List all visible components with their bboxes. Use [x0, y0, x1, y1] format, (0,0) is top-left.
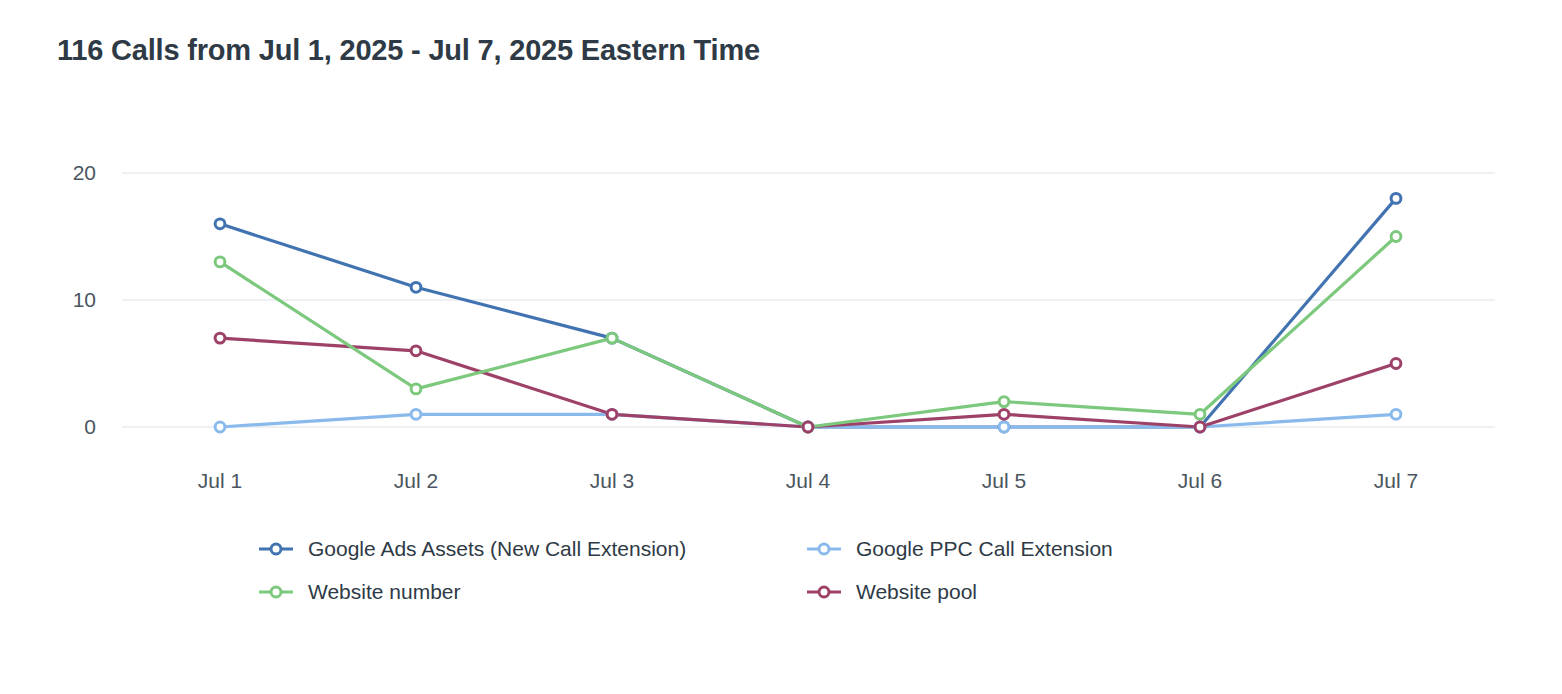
legend-line-marker-icon [258, 541, 294, 557]
legend-label: Website pool [856, 580, 977, 604]
legend-item-website-pool[interactable]: Website pool [806, 577, 1113, 607]
data-point-google-ads-assets-new-call-extension-jul-7[interactable] [1391, 194, 1401, 204]
data-point-website-pool-jul-4[interactable] [803, 422, 813, 432]
data-point-website-pool-jul-5[interactable] [999, 409, 1009, 419]
data-point-website-pool-jul-6[interactable] [1195, 422, 1205, 432]
data-point-website-pool-jul-7[interactable] [1391, 359, 1401, 369]
chart-legend: Google Ads Assets (New Call Extension) G… [258, 534, 1113, 607]
x-axis-tick-jul-4: Jul 4 [786, 469, 831, 492]
data-point-website-pool-jul-2[interactable] [411, 346, 421, 356]
legend-line-marker-icon [258, 584, 294, 600]
data-point-website-pool-jul-3[interactable] [607, 409, 617, 419]
series-line-website-number [220, 237, 1396, 428]
data-point-google-ppc-call-extension-jul-5[interactable] [999, 422, 1009, 432]
data-point-google-ppc-call-extension-jul-2[interactable] [411, 409, 421, 419]
data-point-website-number-jul-1[interactable] [215, 257, 225, 267]
series-line-google-ads-assets-new-call-extension [220, 198, 1396, 427]
legend-item-google-ads-assets[interactable]: Google Ads Assets (New Call Extension) [258, 534, 806, 564]
x-axis-tick-jul-5: Jul 5 [982, 469, 1026, 492]
x-axis-tick-jul-2: Jul 2 [394, 469, 438, 492]
x-axis-tick-jul-1: Jul 1 [198, 469, 242, 492]
x-axis-tick-jul-6: Jul 6 [1178, 469, 1222, 492]
data-point-google-ppc-call-extension-jul-7[interactable] [1391, 409, 1401, 419]
legend-line-marker-icon [806, 541, 842, 557]
legend-item-google-ppc-call-extension[interactable]: Google PPC Call Extension [806, 534, 1113, 564]
legend-item-website-number[interactable]: Website number [258, 577, 806, 607]
y-axis-tick-10: 10 [73, 288, 96, 311]
x-axis-tick-jul-7: Jul 7 [1374, 469, 1418, 492]
data-point-website-number-jul-6[interactable] [1195, 409, 1205, 419]
legend-line-marker-icon [806, 584, 842, 600]
legend-label: Website number [308, 580, 461, 604]
data-point-google-ads-assets-new-call-extension-jul-2[interactable] [411, 282, 421, 292]
legend-label: Google PPC Call Extension [856, 537, 1113, 561]
calls-line-chart: 0 10 20 Jul 1 Jul 2 Jul 3 Jul 4 Jul 5 Jul 6 Jul 7 [0, 0, 1562, 520]
data-point-google-ppc-call-extension-jul-1[interactable] [215, 422, 225, 432]
data-point-website-pool-jul-1[interactable] [215, 333, 225, 343]
data-point-google-ads-assets-new-call-extension-jul-1[interactable] [215, 219, 225, 229]
data-point-website-number-jul-2[interactable] [411, 384, 421, 394]
x-axis-tick-jul-3: Jul 3 [590, 469, 634, 492]
data-point-website-number-jul-7[interactable] [1391, 232, 1401, 242]
y-axis-tick-20: 20 [73, 161, 96, 184]
data-point-website-number-jul-3[interactable] [607, 333, 617, 343]
series-line-website-pool [220, 338, 1396, 427]
legend-label: Google Ads Assets (New Call Extension) [308, 537, 686, 561]
data-point-website-number-jul-5[interactable] [999, 397, 1009, 407]
y-axis-tick-0: 0 [84, 415, 96, 438]
